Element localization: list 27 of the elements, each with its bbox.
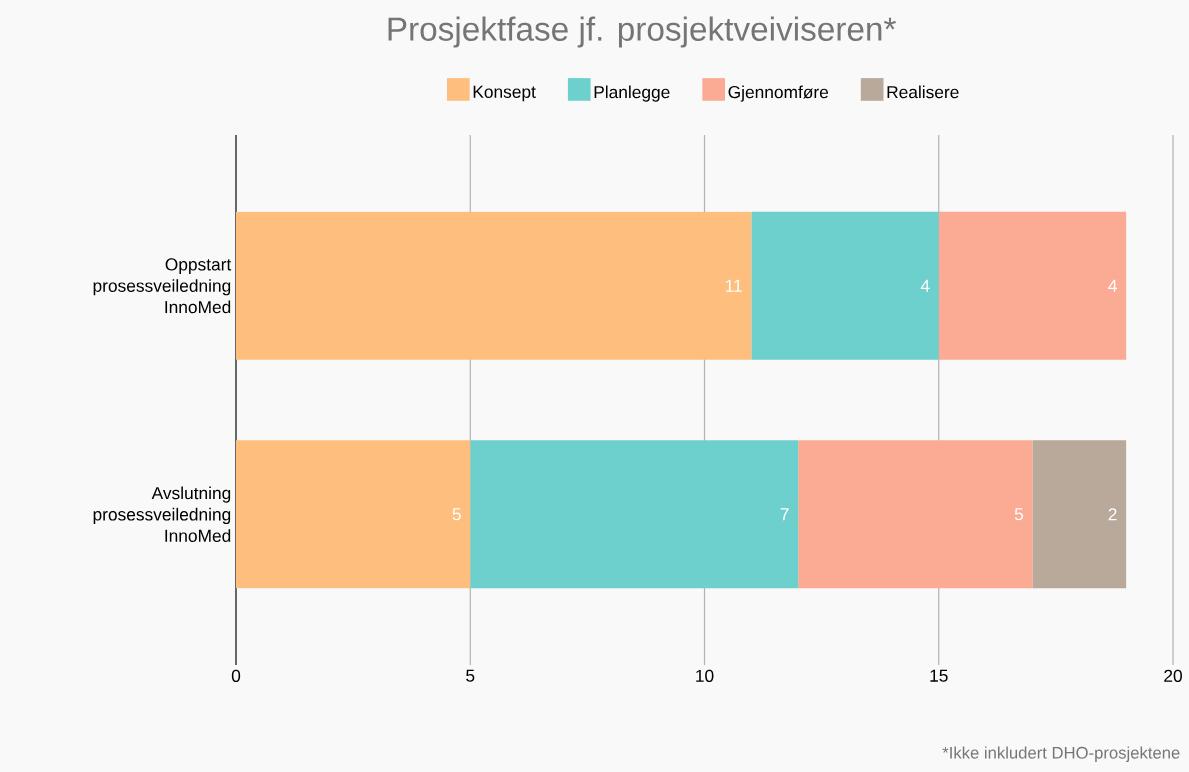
data-label: 2 (1108, 508, 1117, 521)
y-tick-label: Oppstart prosessveiledning InnoMed (93, 258, 232, 314)
bar (236, 440, 471, 589)
text: *Ikke inkludert DHO-prosjektene (942, 746, 1180, 762)
data-label: 11 (725, 279, 742, 292)
bar (751, 211, 939, 360)
bar (236, 211, 752, 360)
x-tick-label: 0 (231, 669, 241, 682)
data-label: 7 (780, 508, 789, 521)
x-tick-label: 20 (1164, 669, 1182, 682)
data-label: 4 (1108, 279, 1117, 292)
legend-label: Konsept (473, 85, 536, 102)
data-label: 5 (452, 508, 461, 521)
x-tick-label: 10 (696, 669, 714, 682)
bar (798, 440, 1033, 589)
data-label: 5 (1014, 508, 1024, 521)
legend-label: Gjennomføre (728, 85, 829, 102)
x-tick-label: 5 (466, 669, 475, 682)
legend-label: Realisere (887, 85, 959, 99)
chart-title: Prosjektfase jf. prosjektveiviseren* (388, 16, 896, 48)
data-label: 4 (920, 279, 930, 292)
bar (470, 440, 799, 589)
legend-label: Planlegge (594, 85, 670, 102)
y-tick-label: Avslutning prosessveiledning InnoMed (93, 486, 231, 542)
x-tick-label: 15 (930, 669, 948, 682)
bar (1032, 440, 1127, 589)
bar (938, 211, 1127, 360)
